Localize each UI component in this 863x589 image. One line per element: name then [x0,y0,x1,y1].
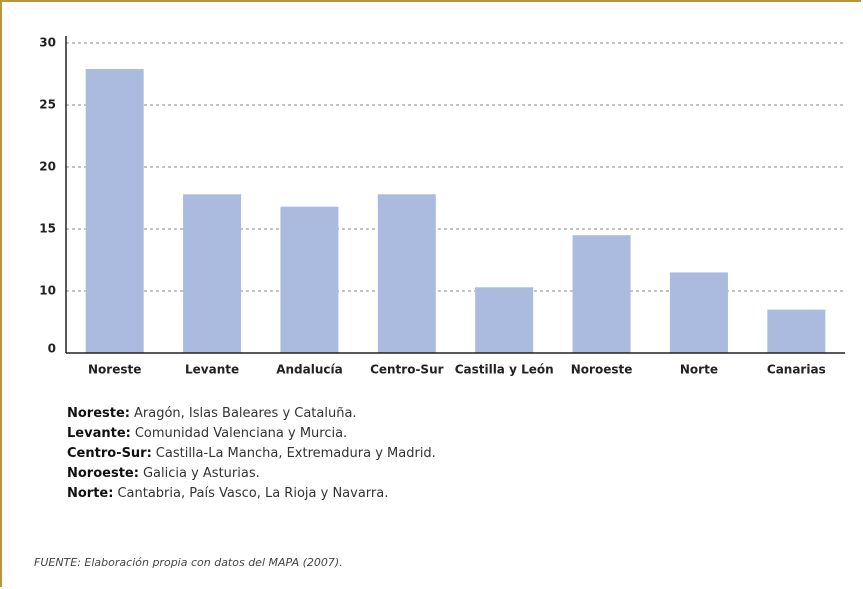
bar [85,69,144,353]
x-tick-label: Noreste [88,363,141,377]
note-text: Castilla-La Mancha, Extremadura y Madrid… [155,446,436,461]
y-tick-label: 30 [39,36,56,50]
notes: Noreste: Aragón, Islas Baleares y Cataluñ… [67,404,436,504]
bar [183,194,242,353]
y-tick-label: 0 [48,342,56,356]
note-text: Cantabria, País Vasco, La Rioja y Navarr… [117,486,389,501]
x-tick-label: Levante [185,363,239,377]
note: Norte: Cantabria, País Vasco, La Rioja y … [67,484,436,504]
y-tick-label: 10 [39,284,56,298]
x-tick-label: Centro-Sur [370,363,444,377]
bar [572,235,631,353]
note: Noroeste: Galicia y Asturias. [67,464,436,484]
bar [475,287,534,353]
note-term: Norte: [67,486,114,501]
note: Centro-Sur: Castilla-La Mancha, Extremadu… [67,444,436,464]
y-tick-label: 15 [39,222,56,236]
y-tick-label: 25 [39,98,56,112]
source: FUENTE: Elaboración propia con datos del… [34,556,343,569]
x-tick-label: Norte [680,363,718,377]
x-tick-label: Canarias [767,363,826,377]
bar [377,194,436,353]
note-text: Aragón, Islas Baleares y Cataluña. [134,406,357,421]
note-text: Galicia y Asturias. [142,466,260,481]
note: Levante: Comunidad Valenciana y Murcia. [67,424,436,444]
x-tick-label: Andalucía [276,363,343,377]
note-term: Noreste: [67,406,131,421]
note: Noreste: Aragón, Islas Baleares y Cataluñ… [67,404,436,424]
bar [280,206,339,353]
note-term: Centro-Sur: [67,446,152,461]
note-text: Comunidad Valenciana y Murcia. [134,426,348,441]
y-tick-label: 20 [39,160,56,174]
bar [767,309,826,353]
note-term: Levante: [67,426,131,441]
x-tick-label: Castilla y León [455,363,554,377]
note-term: Noroeste: [67,466,139,481]
x-tick-label: Noroeste [571,363,633,377]
bar [669,272,728,353]
chart: 0 10 15 20 25 30 Noreste Levante Andalucía Centro… [39,36,845,377]
